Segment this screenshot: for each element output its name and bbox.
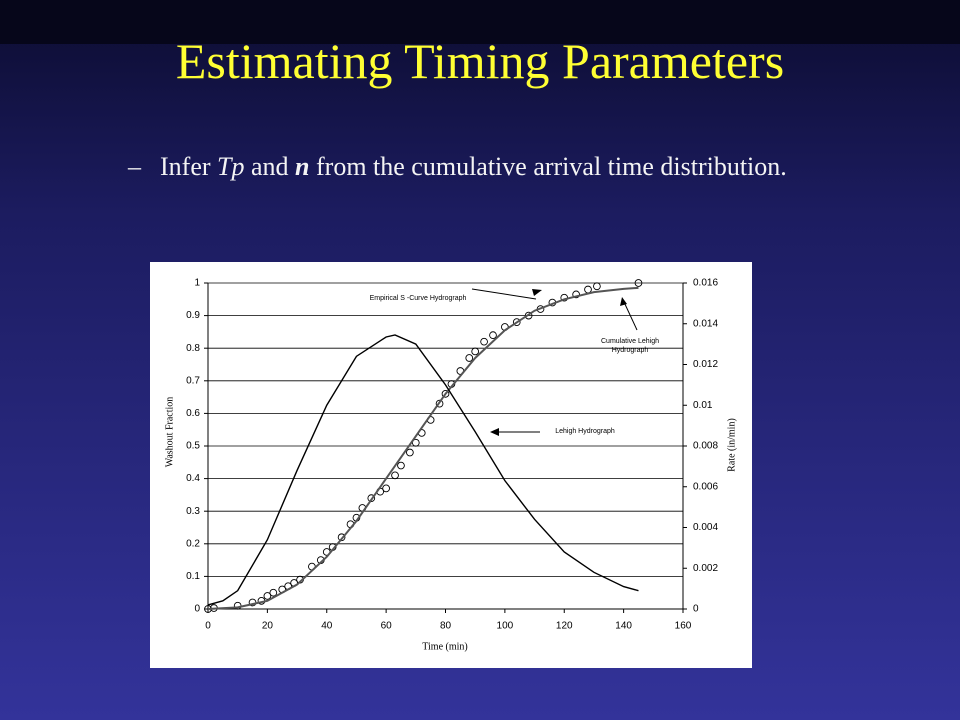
y-tick-label: 0.5 <box>186 441 200 452</box>
bullet-text: Tp <box>217 152 245 181</box>
bullet-text: from the cumulative arrival time distrib… <box>309 152 787 181</box>
x-tick-label: 100 <box>497 621 514 632</box>
y-tick-label: 1 <box>194 278 200 289</box>
y2-tick-label: 0.016 <box>693 278 718 289</box>
x-tick-label: 20 <box>262 621 274 632</box>
y2-axis-label: Rate (in/min) <box>726 418 737 472</box>
y-tick-label: 0.9 <box>186 310 200 321</box>
arrow-head <box>620 297 627 306</box>
x-axis-label: Time (min) <box>422 641 467 652</box>
data-point <box>382 484 390 493</box>
y-tick-label: 0 <box>194 604 200 615</box>
chart: Washout Fraction Rate (in/min) Time (min… <box>164 278 737 653</box>
x-tick-label: 120 <box>556 621 573 632</box>
x-tick-label: 0 <box>205 621 211 632</box>
annotation: Empirical S -Curve Hydrograph <box>369 295 467 302</box>
y2-tick-label: 0.008 <box>693 441 718 452</box>
arrow <box>623 301 638 331</box>
arrow <box>471 288 537 300</box>
data-point <box>269 588 278 597</box>
data-point <box>337 533 346 542</box>
y2-tick-label: 0.006 <box>693 481 718 492</box>
data-point <box>593 282 601 291</box>
y-tick-label: 0.7 <box>186 375 200 386</box>
data-point <box>480 337 488 346</box>
data-point <box>435 399 444 408</box>
x-tick-label: 40 <box>321 621 333 632</box>
bullet: Infer Tp and n from the cumulative arriv… <box>160 150 800 184</box>
chart-box: Washout Fraction Rate (in/min) Time (min… <box>150 262 752 668</box>
bullet-marker: – <box>128 152 141 181</box>
data-point <box>489 331 497 340</box>
data-point <box>367 494 376 503</box>
data-line <box>207 286 639 610</box>
annotation: Lehigh Hydrograph <box>555 428 615 435</box>
data-point <box>397 461 405 470</box>
y2-tick-label: 0.014 <box>693 318 718 329</box>
top-bar <box>0 0 960 44</box>
bullet-text: Infer <box>160 152 218 181</box>
y2-tick-label: 0.012 <box>693 359 718 370</box>
y-tick-label: 0.6 <box>186 408 200 419</box>
y-tick-label: 0.2 <box>186 538 200 549</box>
bullet-text: n <box>295 152 310 181</box>
data-point <box>406 448 414 457</box>
data-point <box>634 279 643 287</box>
x-tick-label: 160 <box>675 621 692 632</box>
bullet-text: and <box>244 152 296 181</box>
data-point <box>391 471 399 480</box>
y-tick-label: 0.1 <box>186 571 200 582</box>
data-point <box>584 285 592 294</box>
y-tick-label: 0.8 <box>186 343 200 354</box>
x-tick-label: 60 <box>381 621 393 632</box>
y2-tick-label: 0.01 <box>693 400 713 411</box>
data-point <box>572 290 580 299</box>
data-point <box>465 354 474 362</box>
data-point <box>441 389 450 398</box>
y2-tick-label: 0.002 <box>693 563 718 574</box>
data-point <box>471 347 480 356</box>
x-tick-label: 140 <box>615 621 632 632</box>
y-tick-label: 0.3 <box>186 506 200 517</box>
y-tick-label: 0.4 <box>186 473 200 484</box>
y2-tick-label: 0.004 <box>693 522 718 533</box>
arrow-head <box>532 289 542 296</box>
x-tick-label: 80 <box>440 621 452 632</box>
arrow-head <box>490 428 499 436</box>
annotation: Cumulative Lehigh Hydrograph <box>601 338 659 354</box>
data-point <box>524 311 533 320</box>
y-axis-label: Washout Fraction <box>164 397 175 468</box>
data-line <box>207 334 639 606</box>
y2-tick-label: 0 <box>693 604 699 615</box>
slide-title: Estimating Timing Parameters <box>175 33 785 89</box>
data-point <box>512 318 521 326</box>
data-point <box>263 592 272 600</box>
